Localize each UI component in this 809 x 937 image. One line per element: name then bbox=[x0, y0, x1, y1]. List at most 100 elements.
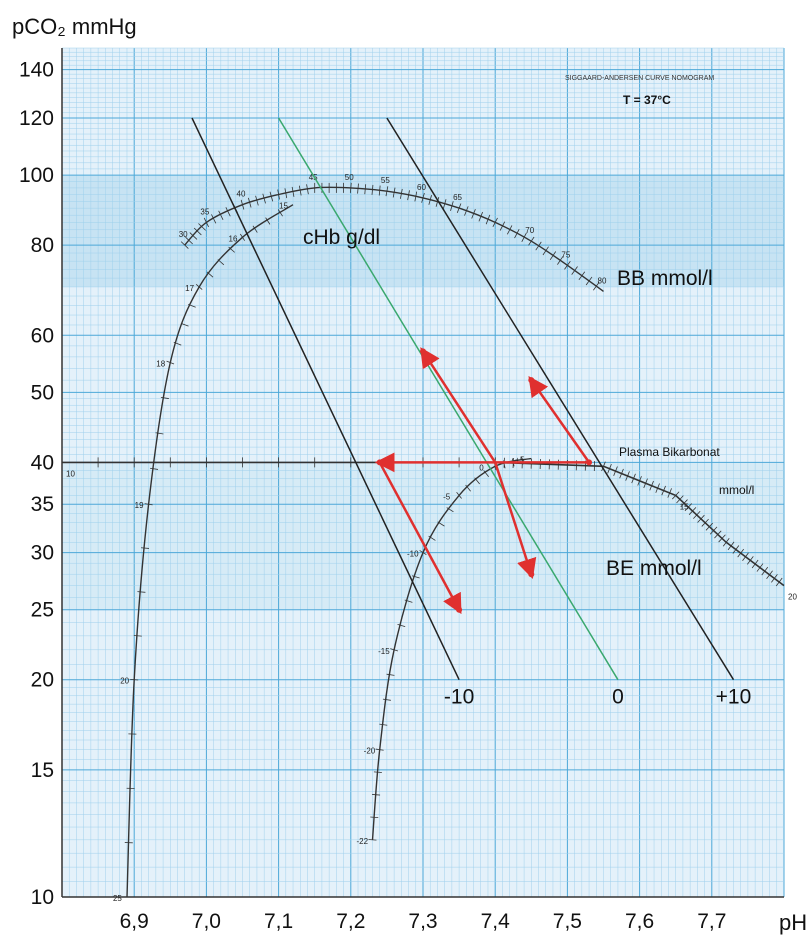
red-arrow bbox=[420, 347, 497, 464]
plasma-unit: mmol/l bbox=[719, 483, 754, 497]
base-excess-right-label: -10 bbox=[407, 550, 419, 559]
buffer-base-label: 80 bbox=[598, 276, 607, 285]
base-excess-right-label: -22 bbox=[356, 837, 368, 846]
buffer-base-hatch bbox=[262, 193, 266, 204]
plasma-bicarbonate-hatch bbox=[756, 563, 764, 572]
plasma-bicarbonate-hatch bbox=[643, 478, 648, 489]
base-excess-hatch bbox=[141, 547, 150, 549]
base-excess-right-hatch bbox=[397, 623, 406, 628]
be-line-label: -10 bbox=[444, 686, 474, 709]
x-tick-label: 7,6 bbox=[625, 910, 654, 933]
base-excess-hatch bbox=[155, 432, 164, 435]
plasma-bicarbonate-hatch bbox=[637, 476, 642, 486]
base-excess-right-hatch bbox=[370, 816, 379, 819]
y-axis-title: pCO₂ mmHg bbox=[12, 14, 137, 39]
red-point bbox=[586, 459, 593, 466]
x-tick-label: 7,0 bbox=[192, 910, 221, 933]
buffer-base-hatch bbox=[211, 214, 217, 224]
bb-label: BB mmol/l bbox=[617, 267, 713, 290]
x-tick-label: 7,7 bbox=[697, 910, 726, 933]
buffer-base-hatch bbox=[435, 197, 440, 207]
buffer-base-hatch bbox=[478, 211, 483, 222]
y-tick-label: 20 bbox=[31, 669, 54, 692]
buffer-base-hatch bbox=[284, 188, 288, 199]
plasma-bicarbonate-hatch bbox=[775, 577, 783, 587]
base-excess-right-hatch bbox=[382, 698, 391, 701]
plasma-bicarbonate-hatch bbox=[655, 483, 660, 493]
base-excess-right-hatch bbox=[390, 648, 399, 652]
base-excess-hatch bbox=[217, 259, 225, 266]
plasma-bicarbonate-hatch bbox=[697, 514, 705, 523]
base-excess-label: 20 bbox=[120, 677, 129, 686]
red-arrow bbox=[378, 461, 462, 615]
base-excess-right-hatch bbox=[465, 484, 471, 492]
buffer-base-hatch bbox=[198, 223, 206, 231]
base-excess-hatch bbox=[188, 304, 196, 308]
buffer-base-hatch bbox=[471, 209, 476, 219]
plasma-bicarbonate-label: 20 bbox=[788, 593, 797, 602]
plasma-bicarbonate-hatch bbox=[601, 461, 606, 472]
buffer-base-label: 60 bbox=[417, 183, 426, 192]
red-arrow bbox=[494, 461, 537, 579]
red-point bbox=[420, 348, 426, 355]
plasma-bicarbonate-hatch bbox=[607, 463, 612, 474]
buffer-base-hatch bbox=[357, 183, 359, 194]
buffer-base-label: 35 bbox=[200, 207, 209, 216]
base-excess-right-label: +5 bbox=[515, 455, 525, 464]
base-excess-right-hatch bbox=[404, 599, 413, 603]
buffer-base-hatch bbox=[298, 185, 302, 196]
buffer-base-label: 50 bbox=[345, 173, 354, 182]
buffer-base-hatch bbox=[378, 185, 381, 196]
y-tick-label: 100 bbox=[19, 164, 54, 187]
base-excess-right-hatch bbox=[386, 673, 395, 676]
buffer-base-label: 70 bbox=[525, 226, 534, 235]
buffer-base-hatch bbox=[364, 184, 367, 195]
plasma-bicarbonate-hatch bbox=[746, 556, 754, 565]
base-excess-hatch bbox=[265, 217, 271, 225]
base-excess-hatch bbox=[130, 678, 139, 681]
buffer-base-hatch bbox=[255, 195, 259, 206]
plasma-bicarbonate-hatch bbox=[693, 511, 701, 519]
buffer-base-hatch bbox=[269, 191, 274, 202]
plasma-bicarbonate-hatch bbox=[771, 574, 778, 583]
base-excess-hatch bbox=[180, 322, 189, 327]
red-point bbox=[528, 571, 535, 578]
buffer-base-hatch bbox=[277, 189, 280, 200]
base-excess-label: 18 bbox=[156, 360, 165, 369]
base-excess-label: 25 bbox=[113, 894, 122, 903]
y-tick-label: 80 bbox=[31, 234, 54, 257]
buffer-base-hatch bbox=[189, 232, 198, 240]
base-excess-right-hatch bbox=[379, 723, 388, 726]
buffer-base-hatch bbox=[578, 271, 586, 281]
buffer-base-hatch bbox=[593, 281, 600, 291]
plasma-bicarbonate-hatch bbox=[649, 480, 654, 491]
y-tick-label: 10 bbox=[31, 886, 54, 909]
x-tick-label: 7,3 bbox=[408, 910, 437, 933]
buffer-base-hatch bbox=[349, 182, 352, 193]
buffer-base-hatch bbox=[291, 186, 295, 197]
buffer-base-hatch bbox=[385, 186, 389, 197]
base-excess-hatch bbox=[150, 467, 159, 470]
buffer-base-hatch bbox=[247, 197, 252, 208]
base-excess-hatch bbox=[160, 396, 169, 399]
buffer-base-hatch bbox=[203, 217, 209, 228]
plasma-bicarbonate-hatch bbox=[766, 570, 773, 580]
base-excess-right-hatch bbox=[372, 794, 381, 796]
base-excess-right-hatch bbox=[446, 507, 454, 513]
be-line-+10 bbox=[386, 117, 735, 681]
base-excess-right-hatch bbox=[375, 748, 384, 751]
base-excess-right-hatch bbox=[373, 771, 382, 773]
y-tick-label: 15 bbox=[31, 759, 54, 782]
base-excess-right-hatch bbox=[368, 839, 377, 841]
buffer-base-hatch bbox=[442, 199, 447, 209]
plasma-bicarbonate-hatch bbox=[709, 526, 718, 535]
y-tick-label: 50 bbox=[31, 381, 54, 404]
buffer-base-hatch bbox=[414, 191, 418, 202]
x-tick-label: 7,4 bbox=[481, 910, 511, 933]
be-line-label: 0 bbox=[612, 686, 624, 709]
base-excess-right-label: 0 bbox=[479, 463, 484, 472]
buffer-base-hatch bbox=[564, 261, 571, 270]
buffer-base-label: 45 bbox=[309, 173, 318, 182]
red-point bbox=[528, 377, 535, 384]
